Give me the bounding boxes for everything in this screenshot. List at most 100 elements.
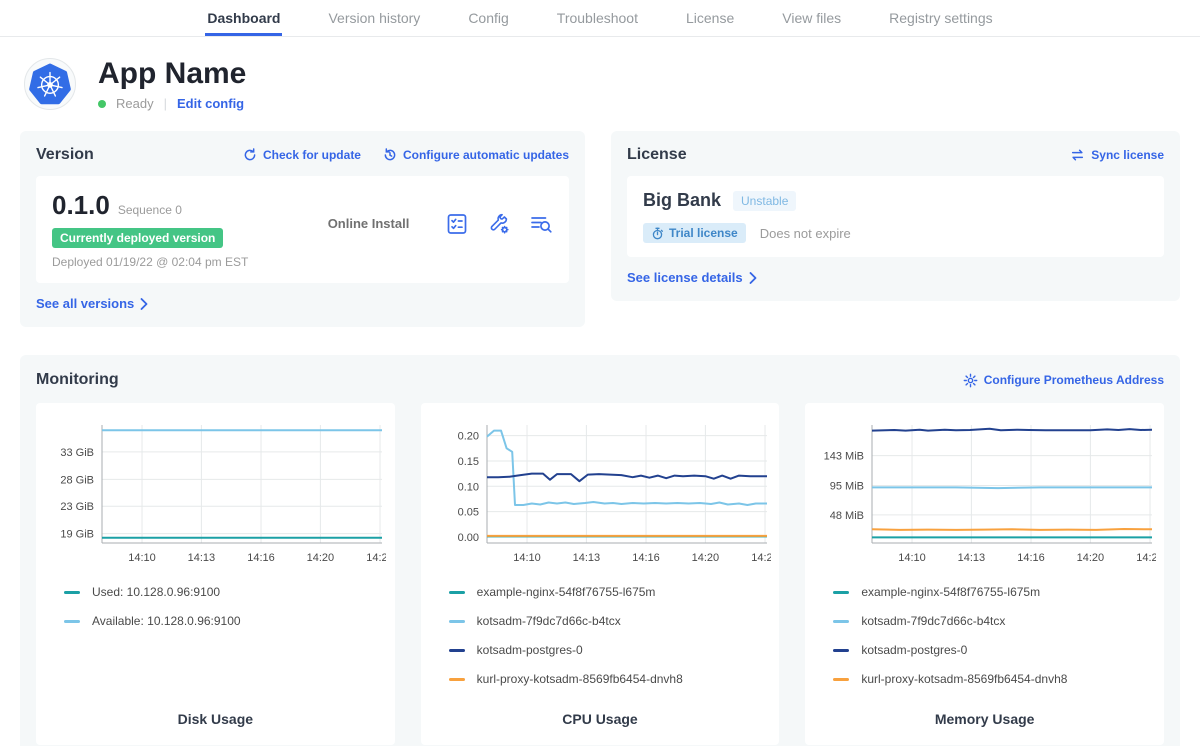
legend-swatch	[833, 590, 850, 594]
svg-text:143 MiB: 143 MiB	[823, 451, 863, 463]
deployed-timestamp: Deployed 01/19/22 @ 02:04 pm EST	[52, 255, 249, 269]
legend-item: example-nginx-54f8f76755-l675m	[833, 585, 1156, 599]
legend-swatch	[448, 590, 465, 594]
monitoring-title: Monitoring	[36, 371, 119, 388]
see-license-details-link[interactable]: See license details	[627, 270, 757, 285]
version-card: Version Check for update	[20, 131, 585, 327]
legend-swatch	[64, 590, 80, 594]
chart-plot-disk-usage: 19 GiB 23 GiB 28 GiB 33 GiB 14:10 14:13 14:16 1…	[61, 425, 386, 564]
refresh-icon	[243, 148, 257, 162]
svg-text:19 GiB: 19 GiB	[61, 529, 95, 541]
chart-card-cpu-usage: 0.00 0.05 0.10 0.15 0.20 14:10 14:13 14:16 14:20…	[420, 403, 780, 745]
page-title: App Name	[98, 57, 247, 90]
svg-text:33 GiB: 33 GiB	[61, 447, 95, 459]
legend-swatch	[833, 619, 850, 623]
legend-item: kurl-proxy-kotsadm-8569fb6454-dnvh8	[833, 672, 1156, 686]
trial-license-badge: Trial license	[643, 223, 746, 243]
legend-swatch	[64, 619, 80, 623]
check-for-update-link[interactable]: Check for update	[243, 148, 361, 162]
svg-text:14:13: 14:13	[957, 552, 985, 564]
config-wrench-icon[interactable]	[487, 212, 511, 236]
legend-label: kotsadm-7f9dc7d66c-b4tcx	[476, 614, 621, 628]
legend-label: Available: 10.128.0.96:9100	[92, 614, 241, 628]
svg-text:14:23: 14:23	[1136, 552, 1156, 564]
gear-icon	[963, 373, 978, 388]
tab-license[interactable]: License	[685, 10, 735, 26]
chart-legend-disk-usage: Used: 10.128.0.96:9100 Available: 10.128.…	[44, 585, 387, 643]
svg-text:23 GiB: 23 GiB	[61, 501, 95, 513]
legend-item: kotsadm-postgres-0	[448, 643, 772, 657]
kubernetes-icon	[28, 62, 72, 106]
svg-text:14:16: 14:16	[632, 552, 660, 564]
app-logo	[24, 58, 76, 110]
legend-swatch	[833, 648, 850, 652]
legend-label: kotsadm-postgres-0	[476, 643, 583, 657]
legend-swatch	[833, 677, 850, 681]
svg-text:0.20: 0.20	[458, 431, 479, 443]
legend-item: example-nginx-54f8f76755-l675m	[448, 585, 772, 599]
svg-text:0.05: 0.05	[458, 507, 479, 519]
charts-row: 19 GiB 23 GiB 28 GiB 33 GiB 14:10 14:13 14:16 1…	[36, 403, 1164, 745]
monitoring-section: Monitoring Configure Prometheus Address …	[20, 355, 1180, 746]
legend-label: kotsadm-7f9dc7d66c-b4tcx	[861, 614, 1006, 628]
tab-version-history[interactable]: Version history	[328, 10, 421, 26]
chart-title: Memory Usage	[934, 711, 1035, 727]
svg-text:14:13: 14:13	[573, 552, 601, 564]
svg-text:14:10: 14:10	[898, 552, 926, 564]
version-card-title: Version	[36, 146, 94, 163]
current-version-row: 0.1.0 Sequence 0 Currently deployed vers…	[36, 176, 569, 283]
sequence-label: Sequence 0	[117, 203, 182, 217]
chart-title: CPU Usage	[562, 711, 638, 727]
tab-dashboard[interactable]: Dashboard	[205, 0, 283, 36]
app-header: App Name Ready | Edit config	[20, 37, 1180, 117]
tab-config[interactable]: Config	[468, 10, 509, 26]
tab-troubleshoot[interactable]: Troubleshoot	[556, 10, 638, 26]
svg-text:0.10: 0.10	[458, 481, 479, 493]
legend-item: kotsadm-postgres-0	[833, 643, 1156, 657]
nav-bar: Dashboard Version history Config Troublesho…	[0, 0, 1200, 37]
configure-prometheus-link[interactable]: Configure Prometheus Address	[963, 373, 1164, 388]
legend-label: example-nginx-54f8f76755-l675m	[476, 585, 656, 599]
svg-text:48 MiB: 48 MiB	[829, 510, 863, 522]
chevron-right-icon	[749, 271, 757, 284]
chart-title: Disk Usage	[177, 711, 254, 727]
svg-text:14:20: 14:20	[1076, 552, 1104, 564]
legend-item: kurl-proxy-kotsadm-8569fb6454-dnvh8	[448, 672, 772, 686]
chevron-right-icon	[140, 297, 148, 310]
sync-license-link[interactable]: Sync license	[1070, 148, 1164, 162]
status-dot	[98, 99, 106, 108]
legend-label: Used: 10.128.0.96:9100	[92, 585, 221, 599]
preflight-checks-icon[interactable]	[445, 212, 469, 236]
edit-config-link[interactable]: Edit config	[176, 96, 245, 111]
svg-text:14:20: 14:20	[692, 552, 720, 564]
customer-name: Big Bank	[643, 190, 722, 210]
legend-swatch	[448, 648, 465, 652]
chart-card-disk-usage: 19 GiB 23 GiB 28 GiB 33 GiB 14:10 14:13 14:16 1…	[36, 403, 395, 745]
legend-item: Used: 10.128.0.96:9100	[64, 585, 387, 599]
license-card-title: License	[627, 146, 687, 163]
configure-automatic-updates-link[interactable]: Configure automatic updates	[383, 148, 569, 162]
deploy-logs-icon[interactable]	[529, 212, 553, 236]
svg-text:14:13: 14:13	[188, 552, 216, 564]
legend-swatch	[448, 677, 465, 681]
stopwatch-icon	[651, 227, 664, 240]
legend-label: kurl-proxy-kotsadm-8569fb6454-dnvh8	[476, 672, 683, 686]
channel-badge: Unstable	[733, 190, 797, 211]
svg-text:14:10: 14:10	[513, 552, 541, 564]
chart-card-memory-usage: 48 MiB 95 MiB 143 MiB 14:10 14:13 14:16 14:20 1…	[805, 403, 1164, 745]
legend-swatch	[448, 619, 465, 623]
chart-legend-cpu-usage: example-nginx-54f8f76755-l675m kotsadm-7f…	[429, 585, 772, 701]
tab-view-files[interactable]: View files	[782, 10, 842, 26]
tab-registry-settings[interactable]: Registry settings	[889, 10, 993, 26]
legend-label: kurl-proxy-kotsadm-8569fb6454-dnvh8	[861, 672, 1068, 686]
version-number: 0.1.0	[52, 190, 110, 220]
svg-text:0.00: 0.00	[458, 532, 479, 544]
license-summary: Big Bank Unstable Trial license	[627, 176, 1164, 257]
svg-text:14:23: 14:23	[751, 552, 771, 564]
svg-text:14:16: 14:16	[1017, 552, 1045, 564]
legend-item: kotsadm-7f9dc7d66c-b4tcx	[833, 614, 1156, 628]
divider: |	[163, 96, 167, 111]
see-all-versions-link[interactable]: See all versions	[36, 296, 148, 311]
expiry-text: Does not expire	[759, 225, 851, 241]
sync-icon	[1070, 148, 1085, 162]
